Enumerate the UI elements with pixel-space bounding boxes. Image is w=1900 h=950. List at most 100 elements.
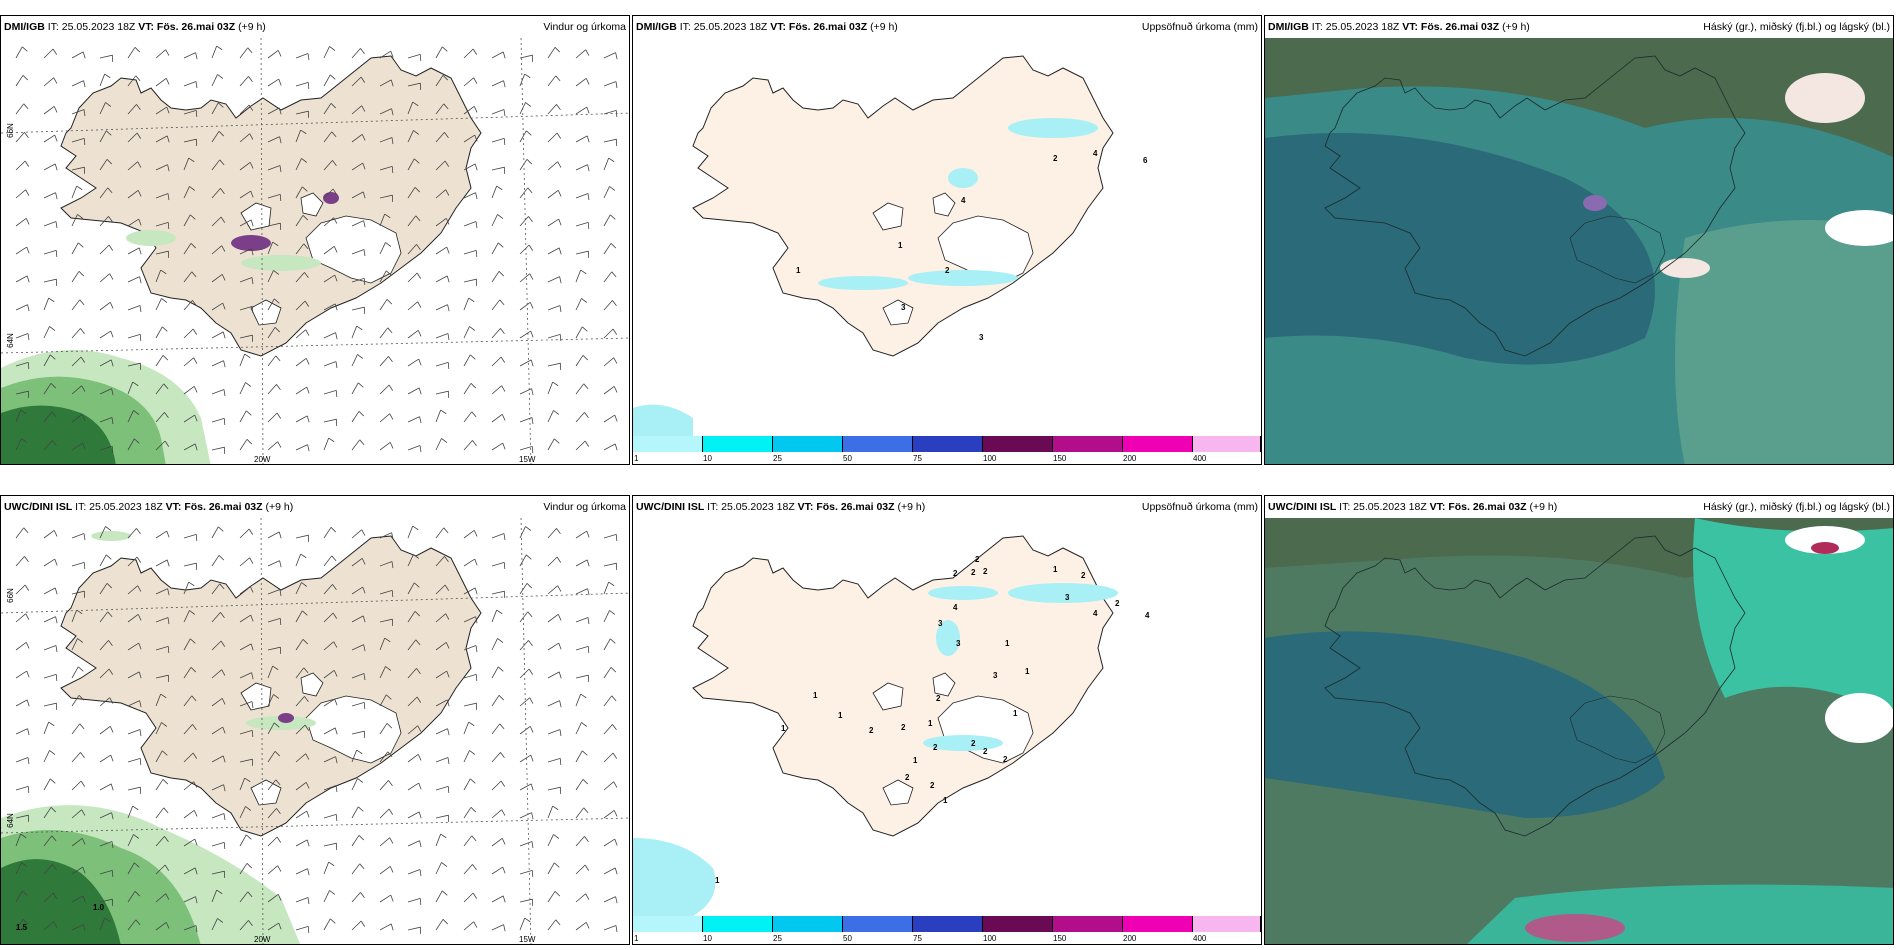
svg-text:1: 1 <box>943 796 948 805</box>
model-name: DMI/IGB <box>636 21 677 33</box>
panel-title: Háský (gr.), miðský (fj.bl.) og lágský (… <box>1703 501 1890 513</box>
panel-header: UWC/DINI ISL IT: 25.05.2023 18Z VT: Fös.… <box>633 496 1261 518</box>
panel-uwc-wind: UWC/DINI ISL IT: 25.05.2023 18Z VT: Fös.… <box>0 495 630 945</box>
precip-colorbar: 1 10 25 50 75 100 150 200 400 <box>633 914 1261 944</box>
valid-time: VT: Fös. 26.mai 03Z <box>1402 21 1500 33</box>
panel-header: UWC/DINI ISL IT: 25.05.2023 18Z VT: Fös.… <box>1265 496 1893 518</box>
valid-time: VT: Fös. 26.mai 03Z <box>1429 501 1527 513</box>
lead-time: (+9 h) <box>1502 21 1530 33</box>
svg-text:1: 1 <box>1005 639 1010 648</box>
colorbar-label: 50 <box>843 454 852 463</box>
svg-text:2: 2 <box>936 694 941 703</box>
svg-text:2: 2 <box>971 568 976 577</box>
colorbar-label: 400 <box>1193 454 1207 463</box>
accum-precip-map: 2 4 6 4 1 1 2 3 3 <box>633 38 1261 436</box>
colorbar-label: 100 <box>983 454 997 463</box>
valid-time: VT: Fös. 26.mai 03Z <box>770 21 868 33</box>
svg-text:3: 3 <box>901 303 906 312</box>
svg-text:2: 2 <box>953 569 958 578</box>
panel-uwc-precip: UWC/DINI ISL IT: 25.05.2023 18Z VT: Fös.… <box>632 495 1262 945</box>
colorbar-swatch <box>633 916 703 932</box>
init-time: IT: 25.05.2023 18Z <box>679 21 768 33</box>
svg-text:3: 3 <box>956 639 961 648</box>
colorbar-label: 400 <box>1193 934 1207 943</box>
panel-title: Vindur og úrkoma <box>543 501 626 513</box>
panel-title: Vindur og úrkoma <box>543 21 626 33</box>
svg-text:2: 2 <box>869 726 874 735</box>
lead-time: (+9 h) <box>897 501 926 513</box>
init-time: IT: 25.05.2023 18Z <box>1339 501 1427 513</box>
panel-header: DMI/IGB IT: 25.05.2023 18Z VT: Fös. 26.m… <box>1265 16 1893 38</box>
svg-text:1: 1 <box>913 756 918 765</box>
colorbar-label: 10 <box>703 454 712 463</box>
model-name: UWC/DINI ISL <box>636 501 705 513</box>
svg-text:4: 4 <box>1093 609 1098 618</box>
svg-text:2: 2 <box>930 781 935 790</box>
svg-text:2: 2 <box>983 747 988 756</box>
svg-text:3: 3 <box>979 333 984 342</box>
svg-text:1: 1 <box>715 876 720 885</box>
model-name: DMI/IGB <box>4 21 45 33</box>
colorbar-label: 1 <box>634 454 639 463</box>
cloud-map <box>1265 38 1893 464</box>
svg-text:3: 3 <box>993 671 998 680</box>
valid-time: VT: Fös. 26.mai 03Z <box>165 501 263 513</box>
init-time: IT: 25.05.2023 18Z <box>707 501 795 513</box>
lat-label: 66N <box>5 123 15 138</box>
svg-text:2: 2 <box>975 555 980 564</box>
wind-barbs <box>15 45 618 454</box>
lead-time: (+9 h) <box>1529 501 1558 513</box>
svg-text:4: 4 <box>1093 149 1098 158</box>
lon-label: 20W <box>254 455 271 464</box>
lat-label: 64N <box>5 333 15 348</box>
lon-label: 20W <box>254 935 271 944</box>
svg-text:6: 6 <box>1143 156 1148 165</box>
valid-time: VT: Fös. 26.mai 03Z <box>138 21 236 33</box>
svg-text:1: 1 <box>813 691 818 700</box>
colorbar-label: 150 <box>1053 934 1067 943</box>
panel-title: Uppsöfnuð úrkoma (mm) <box>1141 501 1258 513</box>
svg-text:1: 1 <box>1053 565 1058 574</box>
precip-colorbar: 1 10 25 50 75 100 150 200 400 <box>633 434 1261 464</box>
svg-text:1: 1 <box>1013 709 1018 718</box>
init-time: IT: 25.05.2023 18Z <box>47 21 136 33</box>
svg-text:1: 1 <box>838 711 843 720</box>
svg-text:2: 2 <box>945 266 950 275</box>
colorbar-label: 200 <box>1123 934 1137 943</box>
lon-label: 15W <box>519 935 536 944</box>
valid-time: VT: Fös. 26.mai 03Z <box>797 501 895 513</box>
svg-text:2: 2 <box>1053 154 1058 163</box>
init-time: IT: 25.05.2023 18Z <box>1311 21 1400 33</box>
svg-text:2: 2 <box>1003 755 1008 764</box>
svg-text:2: 2 <box>933 743 938 752</box>
svg-text:1: 1 <box>796 266 801 275</box>
svg-text:2: 2 <box>1115 599 1120 608</box>
colorbar-label: 25 <box>773 454 782 463</box>
svg-text:4: 4 <box>953 603 958 612</box>
svg-text:3: 3 <box>938 619 943 628</box>
wind-barbs <box>15 525 618 934</box>
svg-text:2: 2 <box>905 773 910 782</box>
svg-text:1: 1 <box>928 719 933 728</box>
colorbar-label: 1 <box>634 934 639 943</box>
colorbar-label: 75 <box>913 934 922 943</box>
precip-numbers: 2 4 6 4 1 1 2 3 3 <box>796 149 1148 342</box>
panel-dmi-cloud: DMI/IGB IT: 25.05.2023 18Z VT: Fös. 26.m… <box>1264 15 1894 465</box>
svg-text:1: 1 <box>898 241 903 250</box>
colorbar-label: 50 <box>843 934 852 943</box>
model-name: UWC/DINI ISL <box>1268 501 1337 513</box>
wind-precip-map: 1.0 1.5 <box>1 518 629 944</box>
svg-text:2: 2 <box>983 567 988 576</box>
svg-text:3: 3 <box>1065 593 1070 602</box>
accum-precip-map: 2 2 2 2 1 2 3 4 2 4 4 3 3 1 1 2 1 2 2 1 … <box>633 518 1261 916</box>
colorbar-label: 10 <box>703 934 712 943</box>
panel-header: DMI/IGB IT: 25.05.2023 18Z VT: Fös. 26.m… <box>1 16 629 38</box>
svg-text:2: 2 <box>901 723 906 732</box>
panel-title: Uppsöfnuð úrkoma (mm) <box>1141 21 1258 33</box>
lat-label: 64N <box>5 813 15 828</box>
precip-numbers: 2 2 2 2 1 2 3 4 2 4 4 3 3 1 1 2 1 2 2 1 … <box>715 555 1150 885</box>
lead-time: (+9 h) <box>265 501 294 513</box>
lead-time: (+9 h) <box>870 21 898 33</box>
contour-label: 1.5 <box>16 923 28 932</box>
colorbar-label: 25 <box>773 934 782 943</box>
